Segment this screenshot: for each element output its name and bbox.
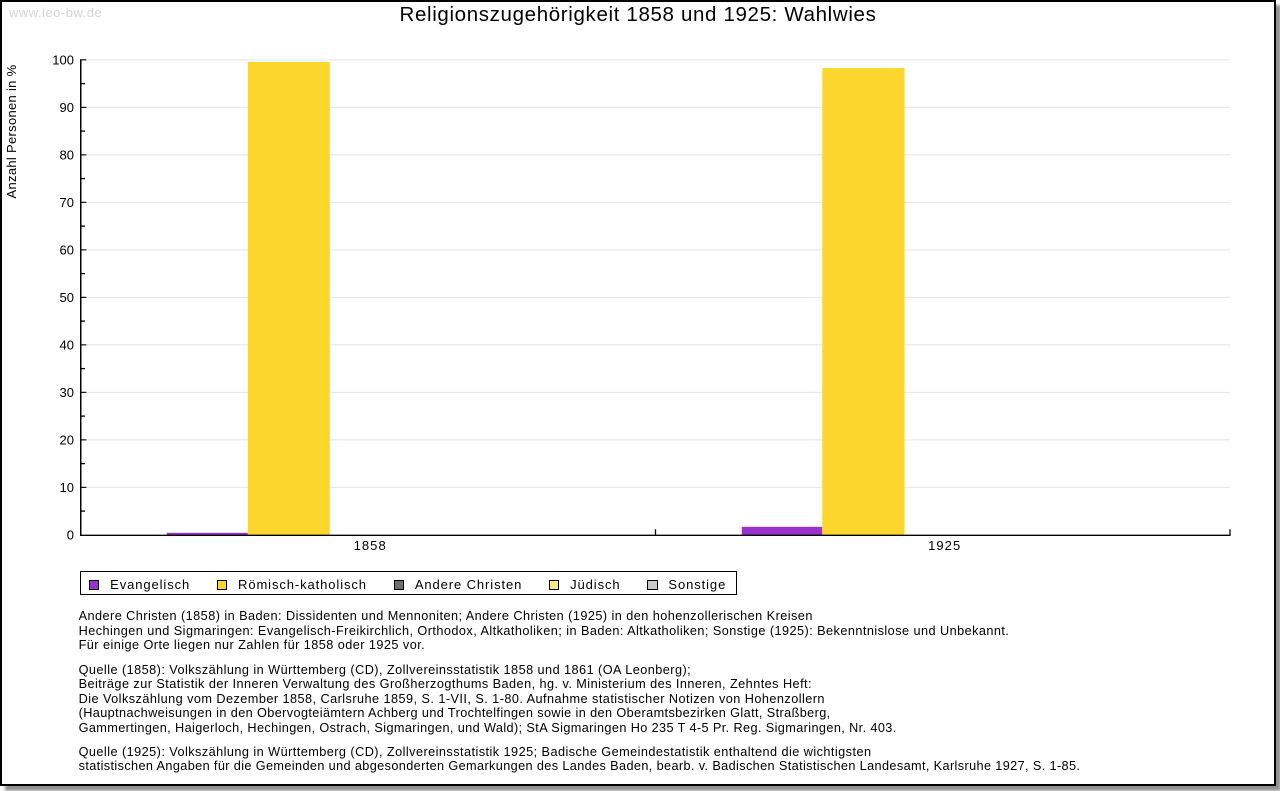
svg-text:20: 20	[60, 432, 74, 447]
svg-text:10: 10	[60, 480, 74, 495]
svg-text:80: 80	[60, 147, 74, 162]
svg-text:40: 40	[60, 337, 74, 352]
svg-text:30: 30	[60, 385, 74, 400]
svg-text:50: 50	[60, 290, 74, 305]
svg-text:1925: 1925	[928, 538, 961, 553]
svg-text:0: 0	[67, 527, 74, 542]
svg-text:100: 100	[52, 52, 74, 67]
svg-text:70: 70	[60, 195, 74, 210]
svg-text:Anzahl Personen in %: Anzahl Personen in %	[4, 64, 19, 198]
svg-text:1858: 1858	[354, 538, 387, 553]
svg-text:60: 60	[60, 242, 74, 257]
svg-text:90: 90	[60, 100, 74, 115]
